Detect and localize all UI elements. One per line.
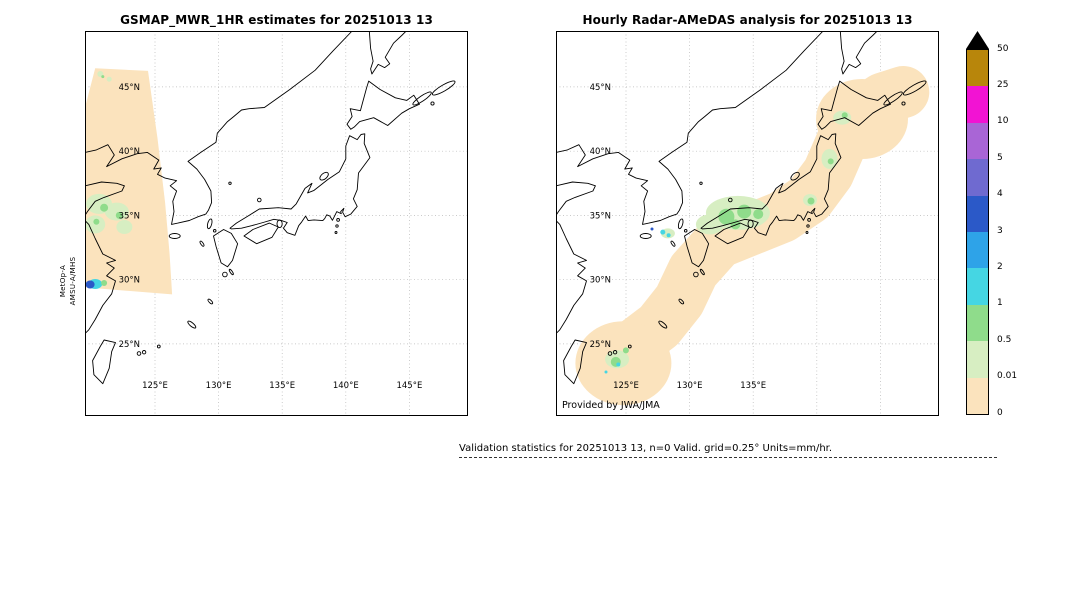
colorbar-tick-label: 0.5: [997, 334, 1012, 345]
map-frame: [85, 31, 468, 416]
rain-cell-cyan: [604, 370, 608, 374]
sensor-name: AMSU-A/MHS: [69, 256, 77, 306]
colorbar-segment: [967, 195, 988, 232]
colorbar-tick-label: 25: [997, 79, 1009, 90]
colorbar-segment: [967, 50, 988, 87]
lat-tick-label: 25°N: [119, 340, 140, 350]
colorbar-segment: [967, 231, 988, 269]
lat-tick-label: 25°N: [590, 340, 611, 350]
radar-tick-labels: 45°N 40°N 35°N 30°N 25°N 125°E 130°E 135…: [590, 83, 767, 391]
rain-blob: [116, 220, 133, 234]
rain-cell-blue: [650, 227, 654, 231]
satellite-swath: [85, 68, 173, 295]
satellite-instrument-label: MetOp-A AMSU-A/MHS: [58, 240, 80, 322]
validation-caption: Validation statistics for 20251013 13, n…: [459, 443, 833, 454]
colorbar-tick-label: 10: [997, 116, 1009, 127]
satellite-name: MetOp-A: [59, 264, 67, 298]
rain-blob: [115, 211, 123, 219]
colorbar-tick-label: 2: [997, 261, 1003, 272]
rain-cell-cyan: [616, 362, 621, 367]
rain-blob: [622, 347, 629, 354]
rain-blob: [104, 202, 129, 221]
lon-tick-label: 130°E: [677, 381, 703, 391]
colorbar-segment: [967, 122, 988, 160]
colorbar-segment: [967, 268, 988, 305]
left-map-title: GSMAP_MWR_1HR estimates for 20251013 13: [120, 13, 433, 27]
gsmap-precip-layer: [85, 68, 173, 295]
lon-tick-label: 125°E: [142, 381, 168, 391]
rain-cell-blue: [85, 280, 95, 289]
colorbar-segment: [967, 341, 988, 378]
colorbar-segment: [967, 86, 988, 123]
rain-blob: [833, 110, 852, 125]
lon-tick-label: 125°E: [613, 381, 639, 391]
colorbar-segment: [967, 304, 988, 342]
colorbar-tick-label: 1: [997, 298, 1003, 309]
colorbar-overflow-triangle: [966, 31, 989, 49]
lon-tick-label: 130°E: [206, 381, 232, 391]
lat-tick-label: 45°N: [119, 83, 140, 93]
rain-blob: [93, 218, 100, 225]
caption-dashed-line: [459, 457, 997, 458]
colorbar-tick-label: 4: [997, 189, 1003, 200]
colorbar-tick-label: 5: [997, 152, 1003, 163]
lon-tick-label: 135°E: [740, 381, 766, 391]
lon-tick-label: 140°E: [333, 381, 359, 391]
radar-precip-layer: [575, 66, 930, 406]
gsmap-map-panel: 45°N 40°N 35°N 30°N 25°N 125°E 130°E 135…: [85, 31, 468, 416]
colorbar-tick-label: 3: [997, 225, 1003, 236]
colorbar-tick-label: 0: [997, 407, 1003, 418]
rain-blob: [737, 204, 752, 219]
hokkaido-coverage-blob: [816, 79, 908, 159]
radar-amedas-map-panel: 45°N 40°N 35°N 30°N 25°N 125°E 130°E 135…: [556, 31, 939, 416]
rain-blob: [101, 75, 105, 79]
lon-tick-label: 135°E: [269, 381, 295, 391]
rain-blob: [807, 197, 815, 205]
rain-blob: [718, 208, 735, 225]
lat-tick-label: 35°N: [119, 211, 140, 221]
lat-tick-label: 30°N: [590, 276, 611, 286]
rain-blob: [101, 280, 108, 286]
lat-tick-label: 40°N: [119, 147, 140, 157]
rain-blob: [841, 112, 848, 119]
colorbar-segment: [967, 159, 988, 196]
map-frame: [556, 31, 939, 416]
lon-tick-label: 145°E: [396, 381, 422, 391]
rain-blob: [730, 219, 741, 230]
gsmap-tick-labels: 45°N 40°N 35°N 30°N 25°N 125°E 130°E 135…: [119, 83, 423, 391]
rain-blob: [827, 158, 834, 165]
colorbar-tick-label: 50: [997, 43, 1009, 54]
lat-tick-label: 35°N: [590, 211, 611, 221]
rain-blob: [100, 203, 109, 212]
colorbar-bar: [966, 49, 989, 415]
rain-blob: [695, 214, 724, 235]
lat-tick-label: 40°N: [590, 147, 611, 157]
lat-tick-label: 30°N: [119, 276, 140, 286]
rain-cell-cyan: [660, 229, 666, 235]
rain-cell-cyan: [666, 233, 671, 238]
lat-tick-label: 45°N: [590, 83, 611, 93]
rain-blob: [106, 76, 112, 82]
colorbar: 50 25 10 5 4 3 2 1 0.5 0.01 0: [966, 31, 1038, 423]
data-credit: Provided by JWA/JMA: [562, 400, 660, 411]
colorbar-segment: [967, 377, 988, 414]
colorbar-tick-label: 0.01: [997, 371, 1018, 382]
rain-blob: [753, 209, 764, 220]
right-map-title: Hourly Radar-AMeDAS analysis for 2025101…: [582, 13, 913, 27]
